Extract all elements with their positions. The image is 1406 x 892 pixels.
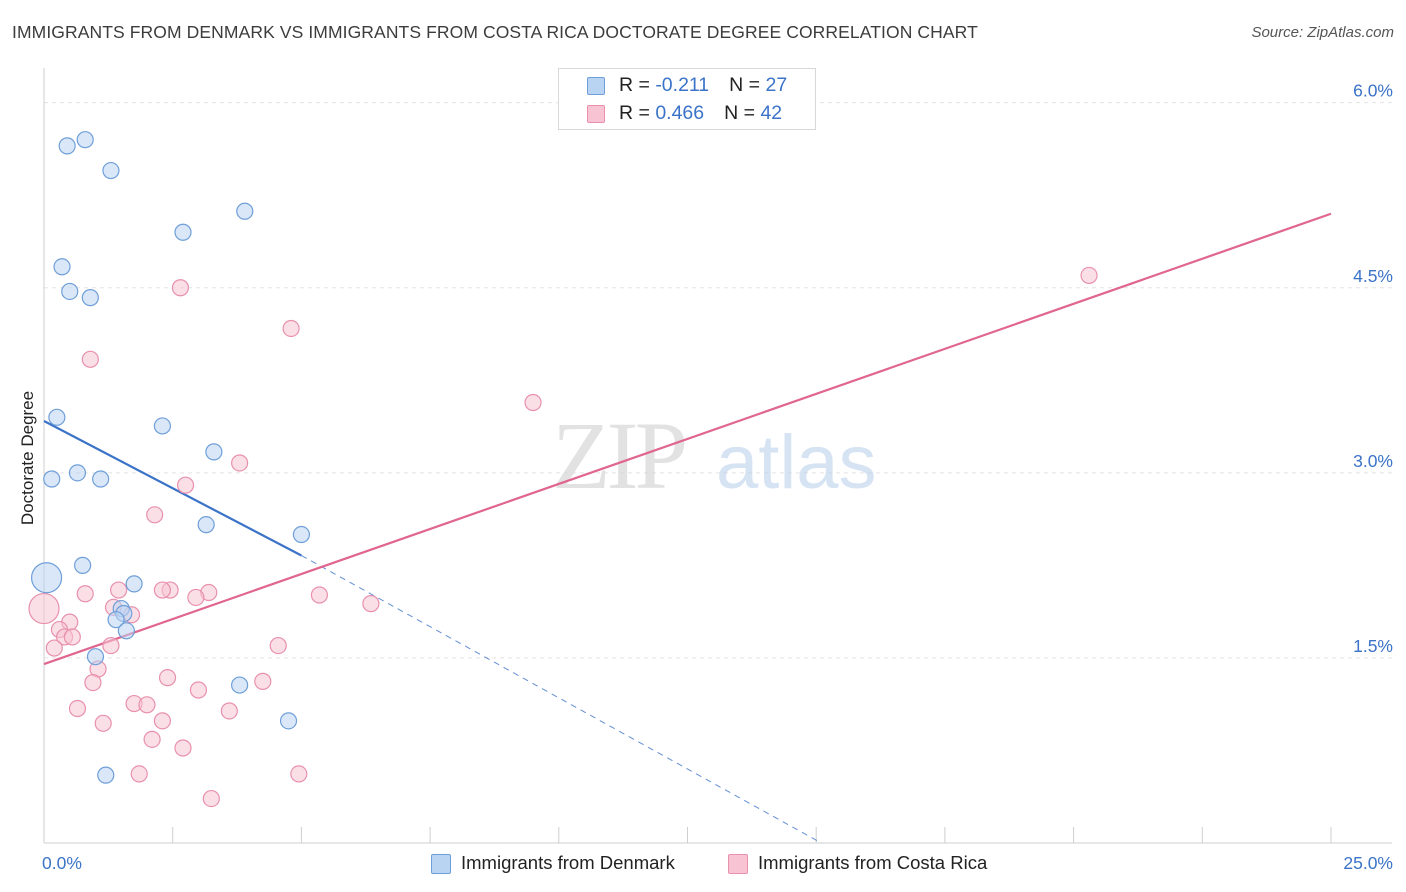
data-point-costa-rica: [158, 669, 177, 687]
data-point-costa-rica: [282, 319, 300, 338]
y-tick-label: 4.5%: [1353, 266, 1393, 286]
n-value: 42: [760, 102, 783, 124]
legend-swatch-pink: [587, 105, 605, 123]
data-point-denmark: [117, 622, 135, 640]
n-label: N =: [724, 102, 761, 124]
x-tick-label: 0.0%: [42, 853, 82, 873]
y-axis-label: Doctorate Degree: [18, 390, 37, 526]
data-point-costa-rica: [138, 696, 156, 714]
legend-label: Immigrants from Denmark: [461, 852, 675, 873]
data-point-denmark: [125, 575, 143, 593]
data-point-denmark: [81, 289, 99, 307]
legend-swatch-blue: [431, 854, 451, 874]
data-point-denmark: [102, 161, 120, 180]
r-value: -0.211: [655, 74, 710, 96]
data-point-denmark: [279, 712, 298, 730]
data-point-costa-rica: [153, 712, 172, 730]
data-point-costa-rica: [310, 586, 329, 604]
watermark: ZIP atlas: [552, 402, 877, 509]
data-point-denmark: [53, 258, 71, 276]
n-value: 27: [765, 74, 788, 96]
data-point-denmark: [205, 443, 223, 461]
data-point-denmark: [76, 131, 94, 149]
data-point-denmark: [86, 648, 105, 666]
legend-swatch-pink: [728, 854, 748, 874]
data-point-costa-rica: [187, 588, 205, 607]
data-point-denmark: [74, 556, 92, 574]
legend-label: Immigrants from Costa Rica: [758, 852, 988, 873]
data-point-denmark: [197, 516, 215, 534]
stats-legend-text: R = 0.466 N = 42: [619, 102, 782, 125]
data-point-costa-rica: [174, 739, 192, 757]
chart-title: IMMIGRANTS FROM DENMARK VS IMMIGRANTS FR…: [12, 22, 978, 42]
r-value: 0.466: [655, 102, 705, 124]
data-point-denmark: [174, 223, 192, 241]
data-point-costa-rica: [254, 672, 272, 690]
data-point-denmark: [30, 562, 63, 594]
x-tick-labels: 0.0% 25.0%: [42, 853, 1393, 873]
r-label: R =: [619, 74, 656, 96]
data-point-costa-rica: [202, 789, 220, 808]
data-points: [28, 131, 1098, 808]
data-point-costa-rica: [153, 581, 172, 599]
data-point-costa-rica: [94, 714, 112, 732]
y-tick-labels: 1.5% 3.0% 4.5% 6.0%: [1353, 81, 1393, 656]
data-point-costa-rica: [63, 628, 81, 646]
trend-line-dashed: [301, 555, 822, 844]
watermark-zip: ZIP: [552, 402, 685, 509]
x-tick-label: 25.0%: [1343, 853, 1393, 873]
data-point-costa-rica: [189, 681, 208, 699]
data-point-costa-rica: [171, 279, 190, 297]
source-label: Source: ZipAtlas.com: [1251, 24, 1394, 41]
data-point-denmark: [97, 766, 115, 784]
data-point-costa-rica: [28, 592, 60, 625]
data-point-costa-rica: [220, 702, 238, 720]
stats-legend: R = -0.211 N = 27 R = 0.466 N = 42: [558, 68, 816, 130]
data-point-costa-rica: [1080, 266, 1098, 285]
data-point-denmark: [231, 676, 249, 694]
grid-lines: [44, 102, 1392, 659]
data-point-denmark: [68, 464, 87, 482]
data-point-costa-rica: [146, 506, 164, 524]
r-label: R =: [619, 102, 656, 124]
data-point-costa-rica: [362, 595, 380, 613]
data-point-denmark: [153, 417, 172, 435]
data-point-costa-rica: [102, 636, 120, 655]
data-point-denmark: [107, 611, 125, 629]
watermark-atlas: atlas: [716, 420, 877, 505]
data-point-costa-rica: [81, 350, 99, 368]
trend-lines: [43, 212, 1332, 844]
data-point-costa-rica: [269, 636, 287, 655]
data-point-costa-rica: [143, 730, 161, 748]
y-tick-label: 3.0%: [1353, 451, 1393, 471]
data-point-denmark: [236, 202, 254, 220]
data-point-costa-rica: [84, 673, 102, 692]
data-point-costa-rica: [176, 476, 195, 494]
data-point-costa-rica: [231, 454, 249, 472]
y-tick-label: 1.5%: [1353, 636, 1393, 656]
data-point-costa-rica: [110, 581, 128, 599]
data-point-costa-rica: [130, 765, 148, 783]
data-point-costa-rica: [76, 585, 94, 603]
legend-swatch-blue: [587, 77, 605, 95]
n-label: N =: [729, 74, 766, 96]
data-point-costa-rica: [68, 699, 87, 718]
trend-line-solid: [43, 212, 1332, 666]
axes: [43, 68, 1392, 844]
data-point-costa-rica: [290, 765, 308, 783]
data-point-denmark: [58, 137, 76, 155]
data-point-denmark: [43, 470, 61, 488]
y-tick-label: 6.0%: [1353, 81, 1393, 101]
data-point-costa-rica: [524, 393, 542, 412]
trend-line-solid: [43, 420, 302, 557]
data-point-costa-rica: [45, 639, 63, 657]
data-point-denmark: [292, 525, 310, 544]
data-point-denmark: [61, 282, 79, 301]
stats-legend-text: R = -0.211 N = 27: [619, 74, 787, 97]
data-point-denmark: [48, 408, 66, 426]
series-legend: Immigrants from Denmark Immigrants from …: [0, 852, 1406, 878]
data-point-denmark: [92, 470, 110, 488]
